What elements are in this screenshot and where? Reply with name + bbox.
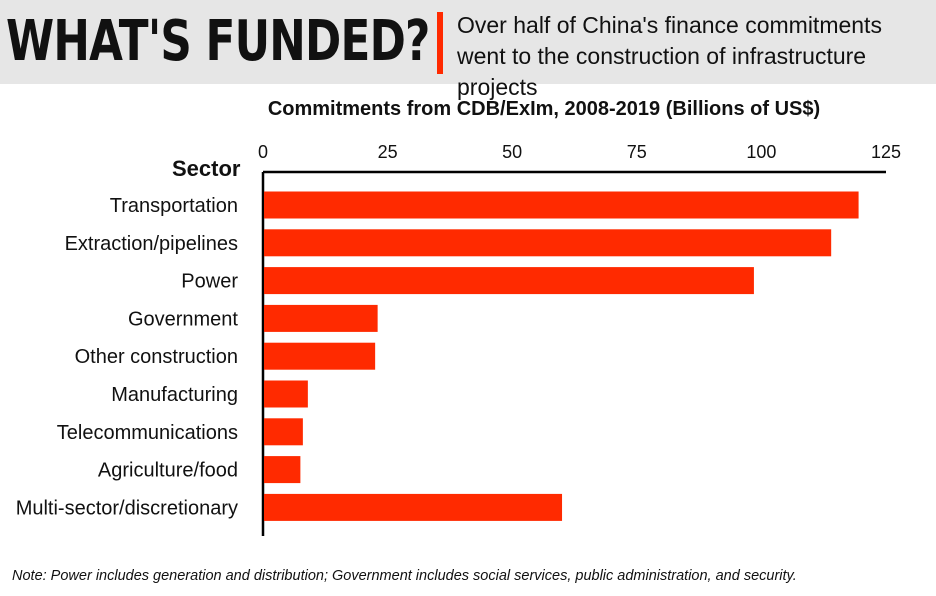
bar xyxy=(264,418,303,446)
bar xyxy=(264,229,832,257)
category-label: Agriculture/food xyxy=(98,460,238,482)
bar xyxy=(264,342,376,370)
headline: WHAT'S FUNDED? xyxy=(6,9,430,74)
category-label: Other construction xyxy=(75,346,238,368)
x-tick-label: 100 xyxy=(746,142,776,162)
category-label: Multi-sector/discretionary xyxy=(16,497,238,519)
x-tick-label: 0 xyxy=(258,142,268,162)
accent-divider xyxy=(437,12,443,74)
category-label: Extraction/pipelines xyxy=(65,233,238,255)
footnote: Note: Power includes generation and dist… xyxy=(12,568,797,584)
bar xyxy=(264,493,563,521)
chart-title: Commitments from CDB/ExIm, 2008-2019 (Bi… xyxy=(267,98,821,120)
bar xyxy=(264,380,308,408)
bar xyxy=(264,456,301,484)
x-tick-label: 75 xyxy=(627,142,647,162)
x-tick-label: 125 xyxy=(871,142,901,162)
bar xyxy=(264,267,754,295)
subtitle: Over half of China's finance commitments… xyxy=(457,12,882,100)
bar xyxy=(264,304,378,332)
header-banner: WHAT'S FUNDED? Over half of China's fina… xyxy=(0,0,936,100)
category-label: Power xyxy=(181,271,238,293)
category-axis-label: Sector xyxy=(172,156,241,181)
x-tick-label: 50 xyxy=(502,142,522,162)
bar xyxy=(264,191,859,219)
category-label: Government xyxy=(128,308,238,330)
category-label: Transportation xyxy=(110,195,238,217)
category-label: Manufacturing xyxy=(111,384,238,406)
x-tick-label: 25 xyxy=(378,142,398,162)
category-label: Telecommunications xyxy=(57,422,238,444)
